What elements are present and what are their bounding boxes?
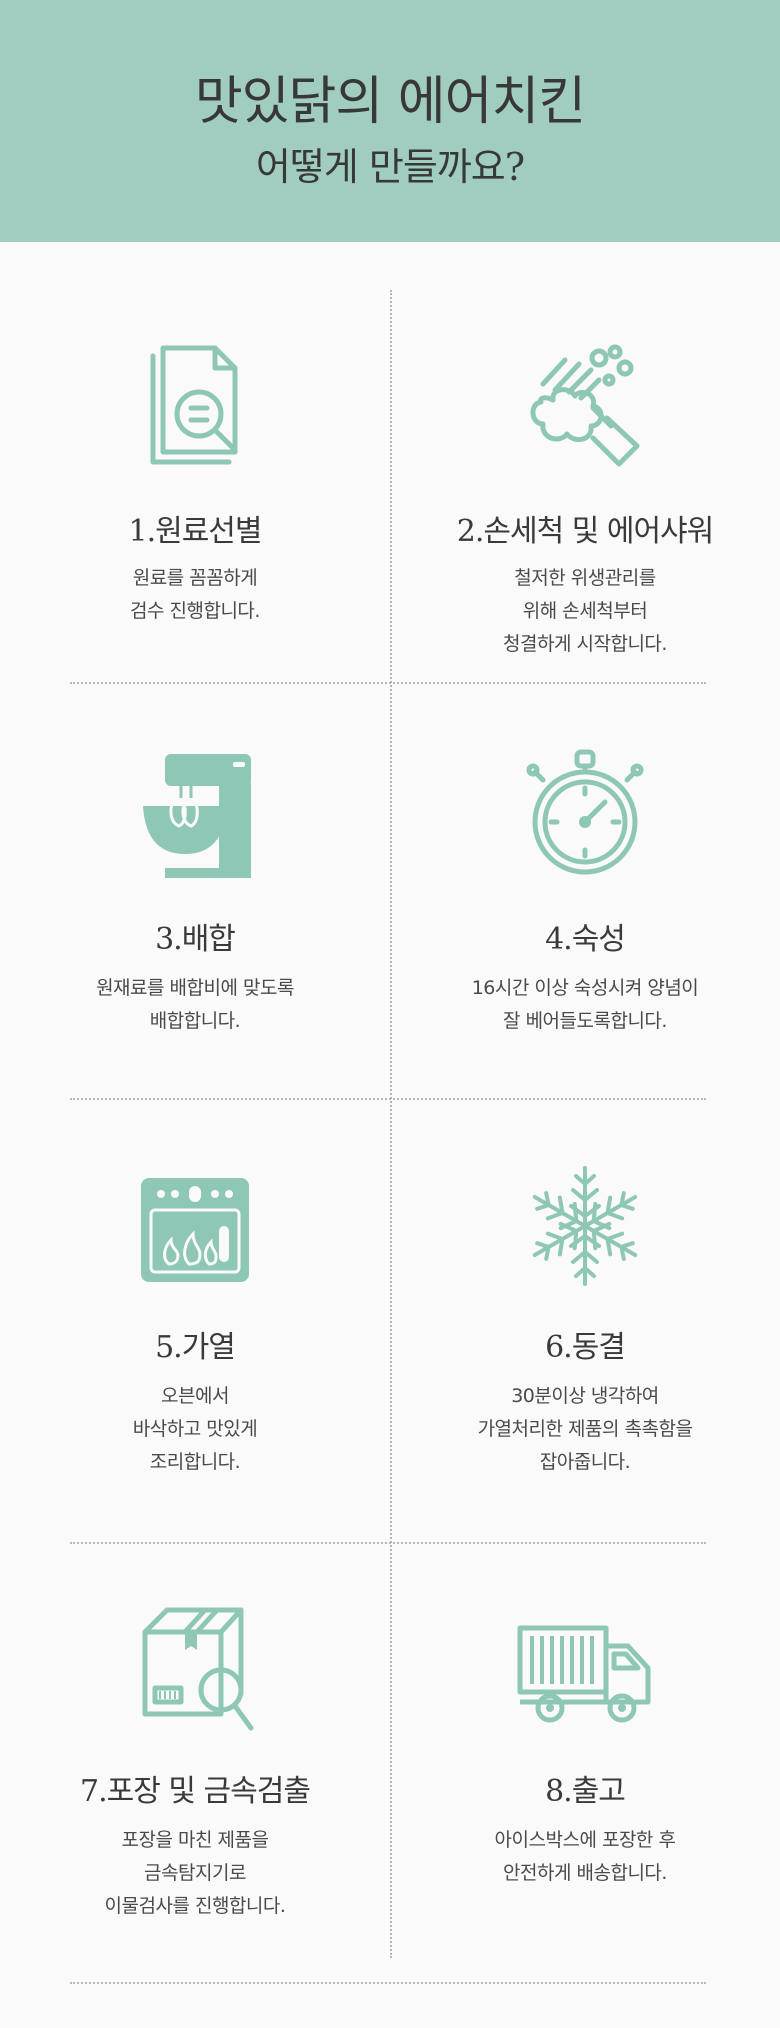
desc-line: 바삭하고 맛있게 bbox=[132, 1418, 258, 1440]
desc-line: 위해 손세척부터 bbox=[522, 600, 648, 622]
step-title: 7.포장 및 금속검출 bbox=[80, 1774, 311, 1809]
desc-line: 포장을 마친 제품을 bbox=[121, 1829, 269, 1851]
desc-line: 원료를 꼼꼼하게 bbox=[132, 567, 258, 589]
document-search-icon bbox=[150, 345, 238, 465]
oven-icon bbox=[141, 1178, 249, 1282]
box-inspect-icon bbox=[142, 1607, 254, 1731]
desc-line: 안전하게 배송합니다. bbox=[503, 1862, 667, 1884]
row-divider bbox=[70, 1098, 706, 1100]
step-7: 7.포장 및 금속검출 포장을 마친 제품을 금속탐지기로 이물검사를 진행합니… bbox=[0, 1602, 390, 1923]
desc-line: 30분이상 냉각하여 bbox=[511, 1385, 659, 1407]
row-divider bbox=[70, 682, 706, 684]
desc-line: 잡아줍니다. bbox=[539, 1451, 631, 1473]
page-title: 맛있닭의 에어치킨 bbox=[194, 72, 586, 132]
page-subtitle: 어떻게 만들까요? bbox=[255, 145, 525, 189]
desc-line: 오븐에서 bbox=[161, 1385, 229, 1407]
step-title: 8.출고 bbox=[545, 1774, 626, 1809]
desc-line: 아이스박스에 포장한 후 bbox=[494, 1829, 676, 1851]
desc-line: 배합합니다. bbox=[149, 1010, 241, 1032]
header-banner: 맛있닭의 에어치킨 어떻게 만들까요? bbox=[0, 0, 780, 242]
desc-line: 가열처리한 제품의 촉촉함을 bbox=[477, 1418, 693, 1440]
step-1: 1.원료선별 원료를 꼼꼼하게 검수 진행합니다. bbox=[0, 334, 390, 628]
snowflake-icon bbox=[525, 1166, 645, 1286]
desc-line: 검수 진행합니다. bbox=[130, 600, 260, 622]
hand-wash-icon bbox=[530, 344, 640, 467]
step-5: 5.가열 오븐에서 바삭하고 맛있게 조리합니다. bbox=[0, 1164, 390, 1479]
step-title: 1.원료선별 bbox=[128, 514, 262, 549]
row-divider bbox=[70, 1982, 706, 1984]
step-3: 3.배합 원재료를 배합비에 맞도록 배합합니다. bbox=[0, 742, 390, 1038]
step-description: 오븐에서 바삭하고 맛있게 조리합니다. bbox=[0, 1380, 390, 1479]
step-4: 4.숙성 16시간 이상 숙성시켜 양념이 잘 베어들도록합니다. bbox=[390, 742, 780, 1038]
desc-line: 잘 베어들도록합니다. bbox=[503, 1010, 667, 1032]
desc-line: 이물검사를 진행합니다. bbox=[104, 1895, 286, 1917]
desc-line: 철저한 위생관리를 bbox=[514, 567, 656, 589]
stopwatch-icon bbox=[526, 749, 644, 875]
step-title: 3.배합 bbox=[155, 922, 236, 957]
vertical-divider bbox=[390, 290, 392, 1958]
desc-line: 원재료를 배합비에 맞도록 bbox=[96, 977, 294, 999]
step-title: 2.손세척 및 에어샤워 bbox=[456, 514, 715, 549]
stand-mixer-icon bbox=[143, 754, 251, 878]
step-description: 원재료를 배합비에 맞도록 배합합니다. bbox=[0, 972, 390, 1038]
step-description: 16시간 이상 숙성시켜 양념이 잘 베어들도록합니다. bbox=[390, 972, 780, 1038]
step-description: 30분이상 냉각하여 가열처리한 제품의 촉촉함을 잡아줍니다. bbox=[390, 1380, 780, 1479]
step-title: 6.동결 bbox=[545, 1330, 626, 1365]
process-grid: 1.원료선별 원료를 꼼꼼하게 검수 진행합니다. 2.손세척 및 에어샤워 철… bbox=[0, 242, 780, 2028]
row-divider bbox=[70, 1542, 706, 1544]
step-description: 아이스박스에 포장한 후 안전하게 배송합니다. bbox=[390, 1824, 780, 1890]
step-8: 8.출고 아이스박스에 포장한 후 안전하게 배송합니다. bbox=[390, 1602, 780, 1890]
desc-line: 16시간 이상 숙성시켜 양념이 bbox=[471, 977, 699, 999]
step-description: 원료를 꼼꼼하게 검수 진행합니다. bbox=[0, 562, 390, 628]
step-description: 철저한 위생관리를 위해 손세척부터 청결하게 시작합니다. bbox=[390, 562, 780, 661]
step-6: 6.동결 30분이상 냉각하여 가열처리한 제품의 촉촉함을 잡아줍니다. bbox=[390, 1164, 780, 1479]
desc-line: 조리합니다. bbox=[149, 1451, 241, 1473]
step-2: 2.손세척 및 에어샤워 철저한 위생관리를 위해 손세척부터 청결하게 시작합… bbox=[390, 334, 780, 661]
step-description: 포장을 마친 제품을 금속탐지기로 이물검사를 진행합니다. bbox=[0, 1824, 390, 1923]
step-title: 4.숙성 bbox=[545, 922, 626, 957]
desc-line: 청결하게 시작합니다. bbox=[503, 633, 667, 655]
step-title: 5.가열 bbox=[155, 1330, 236, 1365]
desc-line: 금속탐지기로 bbox=[144, 1862, 246, 1884]
delivery-truck-icon bbox=[517, 1625, 651, 1723]
